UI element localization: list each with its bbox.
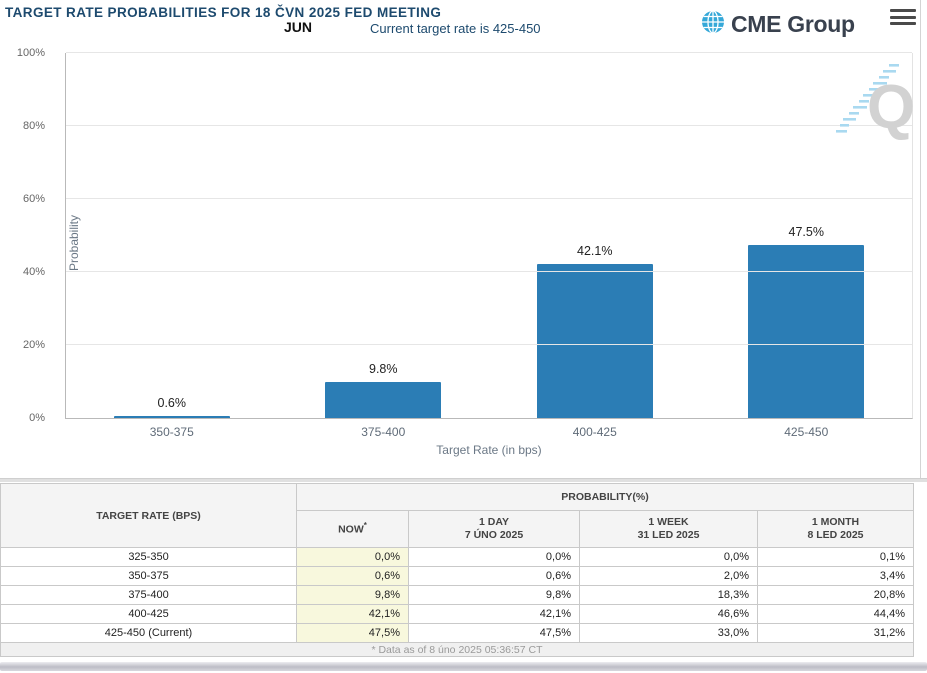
rate-label-cell: 350-375 bbox=[0, 566, 297, 586]
value-cell: 2,0% bbox=[579, 566, 758, 586]
probability-bar[interactable] bbox=[536, 264, 653, 418]
value-cell: 0,0% bbox=[579, 547, 758, 567]
rate-label-cell: 375-400 bbox=[0, 585, 297, 605]
value-cell: 3,4% bbox=[757, 566, 914, 586]
y-tick-label: 20% bbox=[22, 339, 45, 351]
sub-col-header: NOW* bbox=[296, 510, 409, 548]
value-cell: 0,1% bbox=[757, 547, 914, 567]
sub-col-header: 1 WEEK 31 LED 2025 bbox=[579, 510, 758, 548]
bar-value-label: 9.8% bbox=[369, 362, 398, 377]
bar-slot: 9.8% 375-400 bbox=[278, 53, 490, 439]
bar-value-label: 0.6% bbox=[157, 395, 187, 410]
value-cell: 0,6% bbox=[408, 566, 580, 586]
bar-slots: 0.6% 350-375 9.8% 375-400 42.1% 400-425 47.5% 4… bbox=[66, 53, 913, 439]
y-tick-label: 40% bbox=[22, 266, 45, 278]
current-target-rate-text: Current target rate is 425-450 bbox=[370, 21, 541, 36]
gridline bbox=[66, 271, 912, 272]
rate-label-cell: 425-450 (Current) bbox=[0, 623, 297, 643]
bar-slot: 42.1% 400-425 bbox=[489, 53, 701, 439]
value-cell: 31,2% bbox=[757, 623, 914, 643]
col-header-probability: PROBABILITY(%) bbox=[296, 482, 914, 512]
logo-text: CME Group bbox=[731, 11, 855, 37]
value-cell: 9,8% bbox=[408, 585, 580, 605]
rate-label-cell: 325-350 bbox=[0, 547, 297, 567]
y-tick-label: 100% bbox=[16, 47, 45, 59]
y-tick-label: 0% bbox=[29, 412, 45, 424]
value-cell: 46,6% bbox=[579, 604, 758, 624]
gridline bbox=[66, 52, 912, 53]
probability-bar[interactable] bbox=[325, 382, 442, 418]
data-asof-footnote: * Data as of 8 úno 2025 05:36:57 CT bbox=[0, 642, 914, 657]
y-tick-label: 80% bbox=[22, 120, 45, 132]
value-cell: 33,0% bbox=[579, 623, 758, 643]
hamburger-menu-icon[interactable] bbox=[890, 7, 916, 27]
rate-label-cell: 400-425 bbox=[0, 604, 297, 624]
sub-header-row: NOW* 1 DAY 7 ÚNO 2025 1 WEEK 31 LED 2025 1 MO… bbox=[1, 510, 914, 548]
bar-value-label: 47.5% bbox=[788, 224, 824, 239]
section-divider bbox=[0, 478, 927, 482]
probability-bar[interactable] bbox=[113, 415, 230, 418]
value-cell: 47,5% bbox=[408, 623, 580, 643]
x-axis-title: Target Rate (in bps) bbox=[436, 443, 542, 457]
bar-value-label: 42.1% bbox=[577, 244, 613, 259]
table-row: 425-450 (Current) 47,5% 47,5% 33,0% 31,2% bbox=[0, 623, 914, 643]
bar-slot: 0.6% 350-375 bbox=[66, 53, 278, 439]
value-cell: 20,8% bbox=[757, 585, 914, 605]
bottom-scroll-bar[interactable] bbox=[0, 662, 927, 671]
sub-col-header: 1 MONTH 8 LED 2025 bbox=[757, 510, 914, 548]
bar-slot: 47.5% 425-450 bbox=[701, 53, 913, 439]
value-cell: 44,4% bbox=[757, 604, 914, 624]
col-header-target-rate: TARGET RATE (BPS) bbox=[0, 483, 297, 548]
globe-icon bbox=[700, 9, 726, 40]
value-cell: 18,3% bbox=[579, 585, 758, 605]
table-row: 350-375 0,6% 0,6% 2,0% 3,4% bbox=[0, 566, 914, 586]
sub-col-header: 1 DAY 7 ÚNO 2025 bbox=[408, 510, 580, 548]
value-cell: 42,1% bbox=[408, 604, 580, 624]
table-row: 325-350 0,0% 0,0% 0,0% 0,1% bbox=[0, 547, 914, 567]
plot-area: Probability 0.6% 350-375 9.8% 375-400 42.1% 4… bbox=[17, 47, 913, 439]
page-title: TARGET RATE PROBABILITIES FOR 18 ČVN 202… bbox=[5, 5, 442, 20]
month-tab-label: JUN bbox=[284, 19, 313, 35]
now-value-cell: 47,5% bbox=[296, 623, 409, 643]
cme-group-logo: CME Group bbox=[700, 9, 855, 40]
probability-bar[interactable] bbox=[748, 244, 865, 418]
table-row: 400-425 42,1% 42,1% 46,6% 44,4% bbox=[0, 604, 914, 624]
x-category-label: 400-425 bbox=[572, 425, 617, 439]
value-cell: 0,0% bbox=[408, 547, 580, 567]
x-category-label: 375-400 bbox=[361, 425, 406, 439]
table-row: 375-400 9,8% 9,8% 18,3% 20,8% bbox=[0, 585, 914, 605]
x-category-label: 425-450 bbox=[784, 425, 829, 439]
gridline bbox=[66, 198, 912, 199]
now-value-cell: 9,8% bbox=[296, 585, 409, 605]
table-body: 325-350 0,0% 0,0% 0,0% 0,1% 350-375 0,6% 0,6% 2,… bbox=[0, 547, 914, 643]
x-category-label: 350-375 bbox=[149, 425, 194, 439]
now-value-cell: 0,0% bbox=[296, 547, 409, 567]
panel-edge-divider bbox=[920, 0, 921, 480]
y-tick-label: 60% bbox=[22, 193, 45, 205]
now-value-cell: 0,6% bbox=[296, 566, 409, 586]
gridline bbox=[66, 125, 912, 126]
now-value-cell: 42,1% bbox=[296, 604, 409, 624]
gridline bbox=[66, 344, 912, 345]
probability-table: TARGET RATE (BPS) PROBABILITY(%) NOW* 1 D… bbox=[0, 482, 914, 657]
